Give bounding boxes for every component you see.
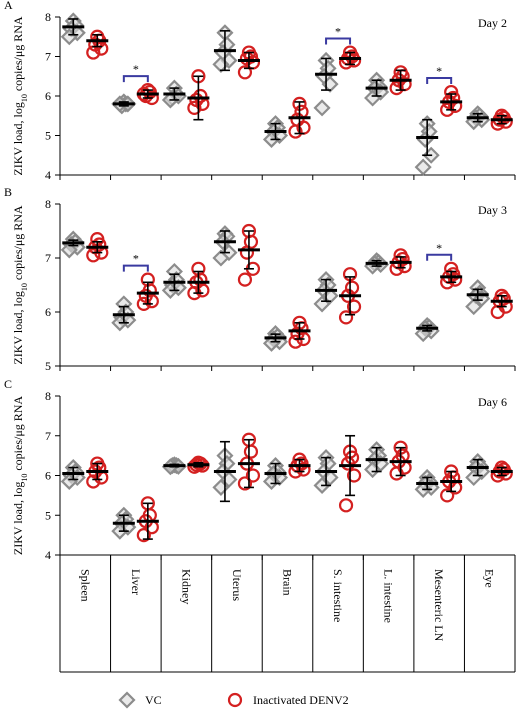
y-axis-label-rest: copies/μg RNA xyxy=(11,396,25,474)
data-point xyxy=(92,460,107,475)
legend-marker xyxy=(227,692,243,708)
data-point xyxy=(446,90,461,106)
x-tick-label: Liver xyxy=(129,569,143,595)
y-tick-label: 5 xyxy=(45,129,51,143)
panel-label: C xyxy=(4,377,12,391)
data-point xyxy=(86,474,101,489)
y-axis-label-rest: copies/μg RNA xyxy=(11,16,25,94)
data-point xyxy=(193,88,208,104)
y-axis-label: ZIKV load, log10 copies/μg RNA xyxy=(11,396,29,556)
significance-label: * xyxy=(335,25,341,39)
x-tick-label: Eye xyxy=(483,569,497,588)
y-tick-label: 4 xyxy=(45,168,51,182)
y-tick-label: 7 xyxy=(45,50,51,64)
data-point xyxy=(448,272,463,287)
x-tick-label: L. intestine xyxy=(382,569,396,623)
x-tick-label: Mesenteric LN xyxy=(432,569,446,642)
data-point xyxy=(397,259,412,274)
significance-bracket xyxy=(426,77,453,85)
data-point xyxy=(346,468,362,483)
y-axis-label-text: ZIKV load, log xyxy=(11,291,25,364)
panel-annotation: Day 2 xyxy=(478,16,507,30)
data-point xyxy=(86,248,101,263)
data-point xyxy=(346,299,362,314)
data-point xyxy=(187,100,202,115)
y-tick-label: 8 xyxy=(45,10,51,24)
y-axis-label-text: ZIKV load, log xyxy=(11,482,25,555)
data-point xyxy=(440,488,455,503)
significance-label: * xyxy=(436,241,442,255)
y-axis-label-sub: 10 xyxy=(20,474,29,482)
y-tick-label: 7 xyxy=(45,251,51,265)
data-point xyxy=(338,310,354,325)
data-point xyxy=(414,158,432,176)
data-point xyxy=(60,241,78,259)
data-point xyxy=(338,55,354,70)
x-tick-label: Spleen xyxy=(78,569,92,602)
data-point xyxy=(313,99,331,117)
y-tick-label: 4 xyxy=(45,548,51,562)
panel-annotation: Day 3 xyxy=(478,203,507,217)
y-tick-label: 5 xyxy=(45,359,51,373)
data-point xyxy=(389,80,404,96)
x-tick-label: Kidney xyxy=(179,569,193,604)
y-tick-label: 6 xyxy=(45,305,51,319)
y-axis-label-sub: 10 xyxy=(20,283,29,291)
legend-label: Inactivated DENV2 xyxy=(253,693,349,707)
panel: C Day 6 ZIKV load, log10 copies/μg RNA 4 5 6 7… xyxy=(4,377,516,562)
y-tick-label: 7 xyxy=(45,429,51,443)
data-point xyxy=(195,283,210,298)
significance-label: * xyxy=(133,62,139,76)
data-point xyxy=(389,466,404,481)
y-tick-label: 8 xyxy=(45,389,51,403)
y-axis-label: ZIKV load, log10 copies/μg RNA xyxy=(11,205,29,365)
significance-bracket xyxy=(426,253,453,261)
data-point xyxy=(136,528,151,543)
x-tick-label: Uterus xyxy=(230,569,244,601)
y-axis-label-text: ZIKV load, log xyxy=(11,102,25,175)
significance-bracket xyxy=(325,37,352,45)
data-point xyxy=(338,498,354,513)
panel-label: A xyxy=(4,0,13,12)
significance-label: * xyxy=(133,252,139,266)
y-axis-label: ZIKV load, log10 copies/μg RNA xyxy=(11,16,29,176)
x-tick-label: Brain xyxy=(281,569,295,596)
x-tick-label: S. intestine xyxy=(331,569,345,622)
data-point xyxy=(239,245,255,260)
legend-label: VC xyxy=(145,693,162,707)
y-tick-label: 6 xyxy=(45,469,51,483)
significance-bracket xyxy=(122,264,149,272)
data-point xyxy=(245,468,261,483)
panel-annotation: Day 6 xyxy=(478,395,507,409)
data-point xyxy=(94,41,109,56)
data-point xyxy=(237,272,253,287)
panel: B Day 3 ZIKV load, log10 copies/μg RNA 5 6 7 8… xyxy=(4,185,516,373)
panel: A Day 2 ZIKV load, log10 copies/μg RNA 4 5 6 7… xyxy=(4,0,516,182)
y-tick-label: 8 xyxy=(45,197,51,211)
y-axis-label-rest: copies/μg RNA xyxy=(11,205,25,283)
data-point xyxy=(340,456,356,471)
data-point xyxy=(344,280,360,295)
significance-bracket xyxy=(122,75,149,83)
data-point xyxy=(237,476,253,491)
data-point xyxy=(144,294,159,309)
panel-label: B xyxy=(4,185,12,199)
data-point xyxy=(288,334,303,349)
data-point xyxy=(288,124,303,139)
significance-label: * xyxy=(436,64,442,78)
data-point xyxy=(237,65,253,80)
legend-marker xyxy=(118,691,136,709)
y-tick-label: 6 xyxy=(45,89,51,103)
data-point xyxy=(212,249,230,267)
data-point xyxy=(346,53,362,68)
y-axis-label-sub: 10 xyxy=(20,94,29,102)
y-tick-label: 5 xyxy=(45,508,51,522)
data-point xyxy=(296,462,311,477)
data-point xyxy=(465,298,483,316)
data-point xyxy=(448,98,463,113)
data-point xyxy=(243,444,259,459)
